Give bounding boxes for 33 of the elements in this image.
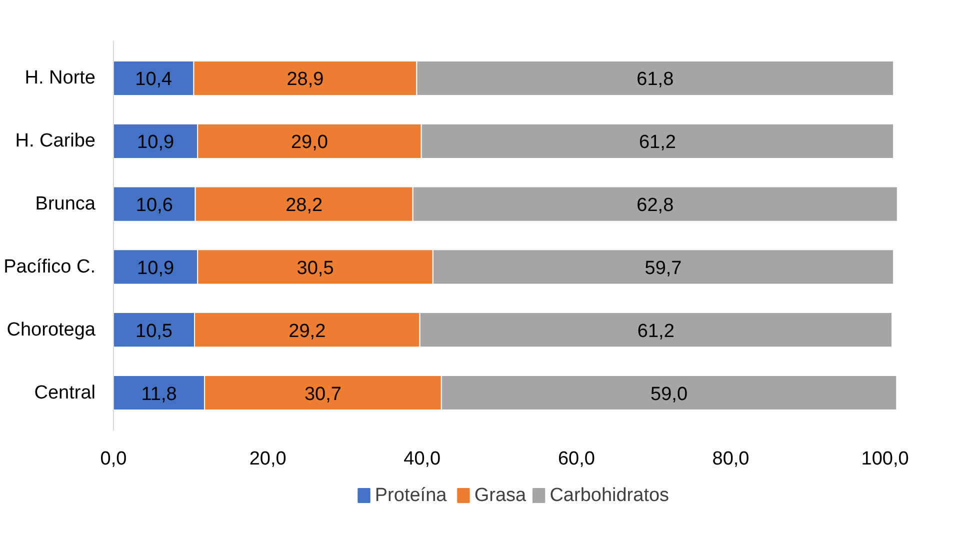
legend-label: Carbohidratos <box>550 485 670 506</box>
x-tick-label: 60,0 <box>558 448 595 470</box>
data-label: 30,7 <box>304 384 342 405</box>
x-tick-label: 20,0 <box>249 448 286 470</box>
y-tick-label: Central <box>34 382 96 404</box>
legend-label: Grasa <box>474 485 527 506</box>
y-tick-label: Brunca <box>35 194 96 215</box>
data-label: 10,6 <box>136 195 173 216</box>
data-label: 61,2 <box>638 132 676 154</box>
x-tick-label: 40,0 <box>404 448 441 470</box>
y-tick-label: Chorotega <box>6 319 96 340</box>
data-label: 28,9 <box>286 69 324 90</box>
data-label: 61,2 <box>637 320 674 342</box>
data-label: 59,0 <box>650 384 688 405</box>
data-label: 10,5 <box>136 320 172 342</box>
data-label: 10,4 <box>135 69 173 90</box>
data-label: 29,0 <box>290 132 328 154</box>
data-label: 10,9 <box>137 258 174 279</box>
data-label: 10,9 <box>137 132 174 154</box>
data-label: 28,2 <box>286 195 323 216</box>
x-tick-label: 100,0 <box>861 448 909 470</box>
data-label: 29,2 <box>288 320 326 342</box>
data-label: 62,8 <box>636 195 674 216</box>
x-tick-label: 80,0 <box>712 448 750 470</box>
data-label: 30,5 <box>296 258 334 279</box>
y-tick-label: H. Norte <box>24 68 96 89</box>
data-label: 59,7 <box>644 258 682 279</box>
x-tick-label: 0,0 <box>100 448 127 470</box>
data-label: 61,8 <box>636 69 674 90</box>
data-label: 11,8 <box>141 384 177 405</box>
legend-label: Proteína <box>374 485 448 506</box>
y-tick-label: H. Caribe <box>15 130 96 152</box>
y-tick-label: Pacífico C. <box>4 256 96 278</box>
